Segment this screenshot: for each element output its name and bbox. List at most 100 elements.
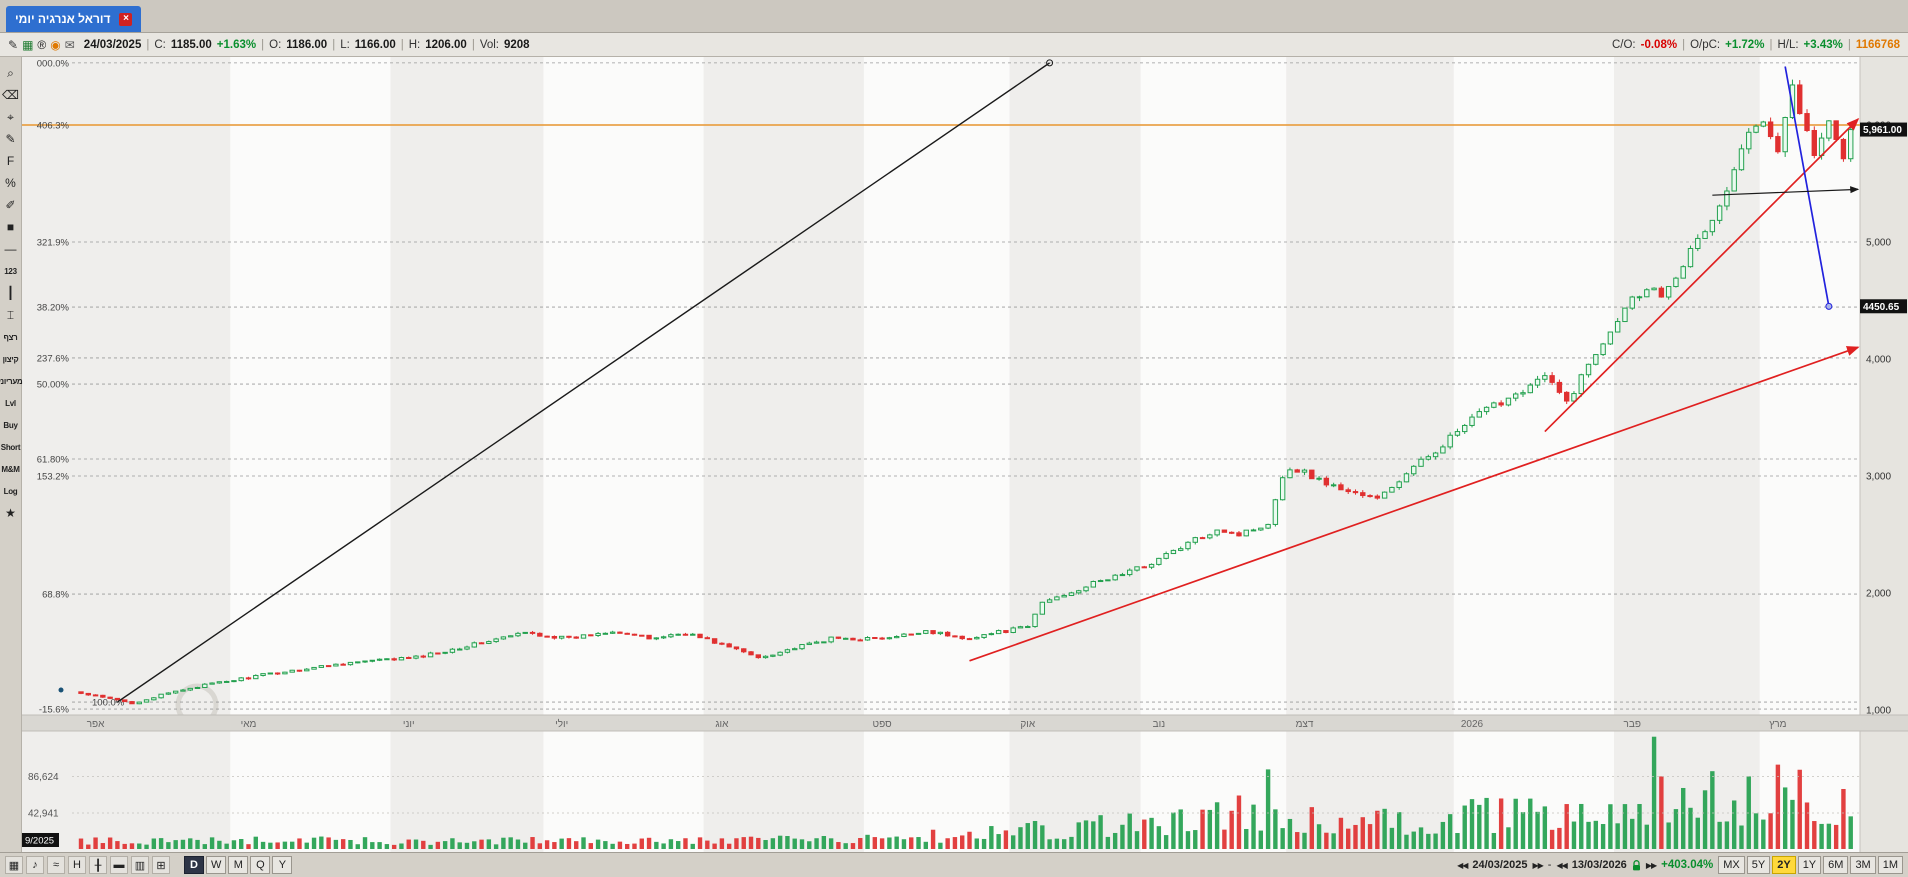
month-band	[1614, 57, 1760, 852]
period-button-W[interactable]: W	[206, 856, 227, 874]
opc-value: +1.72%	[1725, 38, 1765, 51]
range-button-MX[interactable]: MX	[1718, 856, 1745, 874]
zoom-tool[interactable]: ⌕	[7, 65, 14, 80]
range-controls: ◀◀ 24/03/2025 ▶▶ - ◀◀ 13/03/2026 ▶▶ +403…	[1457, 856, 1903, 874]
volume-value: 9208	[504, 38, 530, 51]
projection-trendline-handle[interactable]	[1046, 59, 1054, 67]
month-band	[1140, 57, 1287, 852]
opc-label: O/pC:	[1690, 38, 1721, 51]
low-label: L:	[340, 38, 350, 51]
favorite-star[interactable]: ★	[5, 506, 16, 520]
fib-level-label: 61.80%	[37, 455, 70, 466]
vline-tool[interactable]: ┃	[6, 286, 15, 300]
range-button-1M[interactable]: 1M	[1877, 856, 1903, 874]
comment-icon[interactable]: ✉	[64, 37, 75, 52]
period-button-M[interactable]: M	[228, 856, 249, 874]
bars-style-icon[interactable]: ▥	[131, 856, 149, 874]
percent-tool[interactable]: %	[5, 176, 16, 190]
fib-level-label: 237.6%	[37, 353, 70, 364]
month-label: פבר	[1624, 719, 1641, 730]
co-label: C/O:	[1611, 38, 1636, 51]
open-value: 1186.00	[286, 38, 328, 51]
jump-back-button[interactable]: ◀◀	[1556, 860, 1567, 870]
pencil-tool[interactable]: ✎	[5, 132, 16, 146]
annotate-tool[interactable]: ✐	[5, 198, 16, 212]
price-tick-label: 4,000	[1866, 355, 1891, 366]
resistance-arrow-line[interactable]	[1712, 186, 1860, 196]
support-trendline-long[interactable]	[969, 346, 1860, 662]
short-tool[interactable]: Short	[0, 442, 21, 452]
layout-icon[interactable]: ▦	[5, 856, 23, 874]
period-button-Y[interactable]: Y	[272, 856, 293, 874]
candle-style-icon[interactable]: ╂	[89, 856, 107, 874]
range-button-5Y[interactable]: 5Y	[1746, 856, 1771, 874]
layers-icon[interactable]: ▦	[22, 37, 34, 52]
down-projection-line[interactable]	[1784, 66, 1830, 307]
lock-icon[interactable]	[1632, 859, 1641, 871]
level-tool[interactable]: Lvl	[5, 398, 16, 408]
range-button-3M[interactable]: 3M	[1850, 856, 1876, 874]
start-date-badge-label: 9/2025	[25, 836, 54, 847]
hlc-icon[interactable]: H	[68, 856, 86, 874]
range-button-2Y[interactable]: 2Y	[1772, 856, 1796, 874]
edit-icon[interactable]: ✎	[8, 37, 19, 52]
close-icon[interactable]: ×	[119, 12, 133, 26]
mm-tool[interactable]: M&M	[1, 464, 20, 474]
note-icon[interactable]: ♪	[26, 856, 44, 874]
main-area: ⌕ ⌫ ⌖ ✎ F% ✐ ■ — 123 ┃ ⌶ רצף קיצון מעריוני Lvl Buy Short…	[0, 57, 1908, 852]
range-tool[interactable]: ⌶	[6, 307, 15, 322]
header-icons: ✎ ▦ ® ◉ ✉	[8, 38, 75, 52]
jump-end-button[interactable]: ▶▶	[1645, 860, 1657, 870]
color-swatch[interactable]: ■	[6, 220, 15, 234]
numbers-tool[interactable]: 123	[4, 266, 17, 276]
eraser-tool[interactable]: ⌫	[2, 88, 19, 102]
total-volume-value: 1166768	[1855, 38, 1900, 51]
fans-tool[interactable]: מעריוני	[0, 376, 23, 386]
chart-tab[interactable]: דוראל אנרגיה יומי ×	[6, 6, 142, 32]
range-button-1Y[interactable]: 1Y	[1797, 856, 1822, 874]
volume-label: Vol:	[479, 38, 499, 51]
down-projection-line-handle[interactable]	[1825, 302, 1833, 310]
co-value: -0.08%	[1640, 38, 1678, 51]
extreme-tool[interactable]: קיצון	[2, 354, 19, 364]
period-button-D[interactable]: D	[184, 856, 204, 874]
quote-date: 24/03/2025	[83, 38, 142, 51]
fib-level-label: 321.9%	[37, 238, 70, 249]
line-style-icon[interactable]: ▬	[110, 856, 128, 874]
chart-tab-label: דוראל אנרגיה יומי	[15, 12, 111, 26]
price-tick-label: 1,000	[1866, 706, 1891, 717]
month-band	[1453, 57, 1615, 852]
range-end-date: 13/03/2026	[1571, 859, 1627, 871]
high-value: 1206.00	[425, 38, 467, 51]
projection-trendline[interactable]	[117, 62, 1051, 703]
step-forward-button[interactable]: ▶▶	[1532, 860, 1543, 870]
buy-tool[interactable]: Buy	[3, 420, 18, 430]
jump-start-button[interactable]: ◀◀	[1457, 860, 1468, 870]
month-band	[390, 57, 544, 852]
hl-value: +3.43%	[1803, 38, 1843, 51]
series-start-dot	[58, 687, 64, 693]
registered-icon[interactable]: ®	[37, 37, 47, 52]
period-button-Q[interactable]: Q	[250, 856, 271, 874]
month-label: דצמ	[1296, 719, 1314, 730]
line-tool[interactable]: —	[4, 242, 17, 256]
grid-icon[interactable]: ⊞	[152, 856, 170, 874]
record-icon[interactable]: ◉	[50, 37, 61, 52]
chart-area[interactable]: 000.0% 406.3% 321.9% 38.20% 237.6% 50.00% 61.8…	[22, 57, 1908, 852]
range-button-6M[interactable]: 6M	[1823, 856, 1849, 874]
price-chart[interactable]: 000.0% 406.3% 321.9% 38.20% 237.6% 50.00% 61.8…	[22, 57, 1908, 852]
log-scale-toggle[interactable]: Log	[3, 486, 18, 496]
range-change-percent: +403.04%	[1661, 859, 1714, 871]
price-badge-label: 5,961.00	[1863, 125, 1902, 136]
fib-level-label: 406.3%	[37, 121, 70, 132]
close-value: 1185.00	[170, 38, 212, 51]
crosshair-tool[interactable]: ⌖	[7, 109, 14, 124]
wave-icon[interactable]: ≈	[47, 856, 65, 874]
month-label: מאי	[241, 719, 257, 730]
price-badge-label: 4450.65	[1863, 302, 1900, 313]
support-trendline-steep[interactable]	[1544, 117, 1860, 433]
fibonacci-tool[interactable]: F	[6, 154, 15, 168]
streak-tool[interactable]: רצף	[3, 332, 18, 342]
